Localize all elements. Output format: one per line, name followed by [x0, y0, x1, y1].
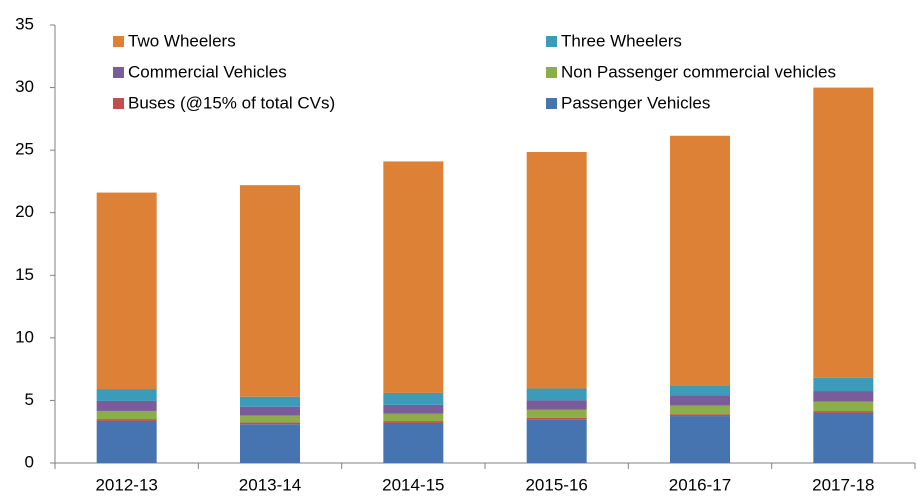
- legend-swatch: [546, 67, 557, 78]
- bar-segment: [96, 419, 157, 421]
- bar-segment: [96, 400, 157, 411]
- x-tick-label: 2013-14: [239, 475, 301, 494]
- legend-swatch: [546, 98, 557, 109]
- bar-segment: [240, 415, 300, 423]
- x-tick-label: 2014-15: [382, 475, 444, 494]
- legend-swatch: [113, 67, 124, 78]
- bar-segment: [383, 404, 444, 414]
- bar-segment: [240, 185, 300, 397]
- legend-label: Commercial Vehicles: [128, 62, 287, 81]
- bar-segment: [526, 409, 587, 418]
- y-tick-label: 15: [15, 265, 34, 284]
- bar-segment: [96, 192, 157, 390]
- y-tick-label: 0: [25, 452, 34, 471]
- y-tick-label: 20: [15, 202, 34, 221]
- bar-segment: [813, 412, 874, 463]
- legend-swatch: [546, 36, 557, 47]
- bar-segment: [240, 424, 300, 463]
- bar-segment: [240, 422, 300, 425]
- bar-segment: [670, 395, 730, 406]
- x-tick-label: 2012-13: [95, 475, 157, 494]
- bar-segment: [240, 396, 300, 407]
- x-tick-label: 2016-17: [669, 475, 731, 494]
- bar-segment: [383, 422, 444, 463]
- bar-segment: [526, 152, 587, 389]
- bar-segment: [526, 417, 587, 420]
- bar-segment: [383, 413, 444, 422]
- bar-segment: [526, 400, 587, 410]
- bar-segment: [813, 377, 874, 392]
- y-tick-label: 30: [15, 77, 34, 96]
- bar-segment: [813, 391, 874, 402]
- bar-segment: [383, 161, 444, 393]
- bar-segment: [813, 87, 874, 378]
- legend-swatch: [113, 98, 124, 109]
- legend-swatch: [113, 36, 124, 47]
- bar-segment: [670, 385, 730, 396]
- bar-segment: [670, 135, 730, 386]
- x-tick-label: 2017-18: [812, 475, 874, 494]
- bar-segment: [813, 401, 874, 412]
- legend-label: Passenger Vehicles: [561, 93, 710, 112]
- bar-segment: [670, 416, 730, 463]
- x-tick-label: 2015-16: [525, 475, 587, 494]
- y-tick-label: 35: [15, 14, 34, 33]
- bar-segment: [670, 414, 730, 417]
- bar-segment: [383, 421, 444, 423]
- y-tick-label: 25: [15, 140, 34, 159]
- bar-segment: [526, 419, 587, 463]
- legend-label: Buses (@15% of total CVs): [128, 93, 335, 112]
- bar-segment: [96, 420, 157, 463]
- legend-label: Three Wheelers: [561, 31, 682, 50]
- bar-segment: [383, 392, 444, 405]
- bar-segment: [813, 411, 874, 413]
- bar-segment: [96, 389, 157, 401]
- legend-label: Two Wheelers: [128, 31, 236, 50]
- bar-segment: [526, 388, 587, 401]
- legend-label: Non Passenger commercial vehicles: [561, 62, 836, 81]
- y-tick-label: 5: [25, 390, 34, 409]
- bar-segment: [96, 410, 157, 420]
- bar-segment: [240, 406, 300, 416]
- bar-segment: [670, 405, 730, 415]
- y-tick-label: 10: [15, 327, 34, 346]
